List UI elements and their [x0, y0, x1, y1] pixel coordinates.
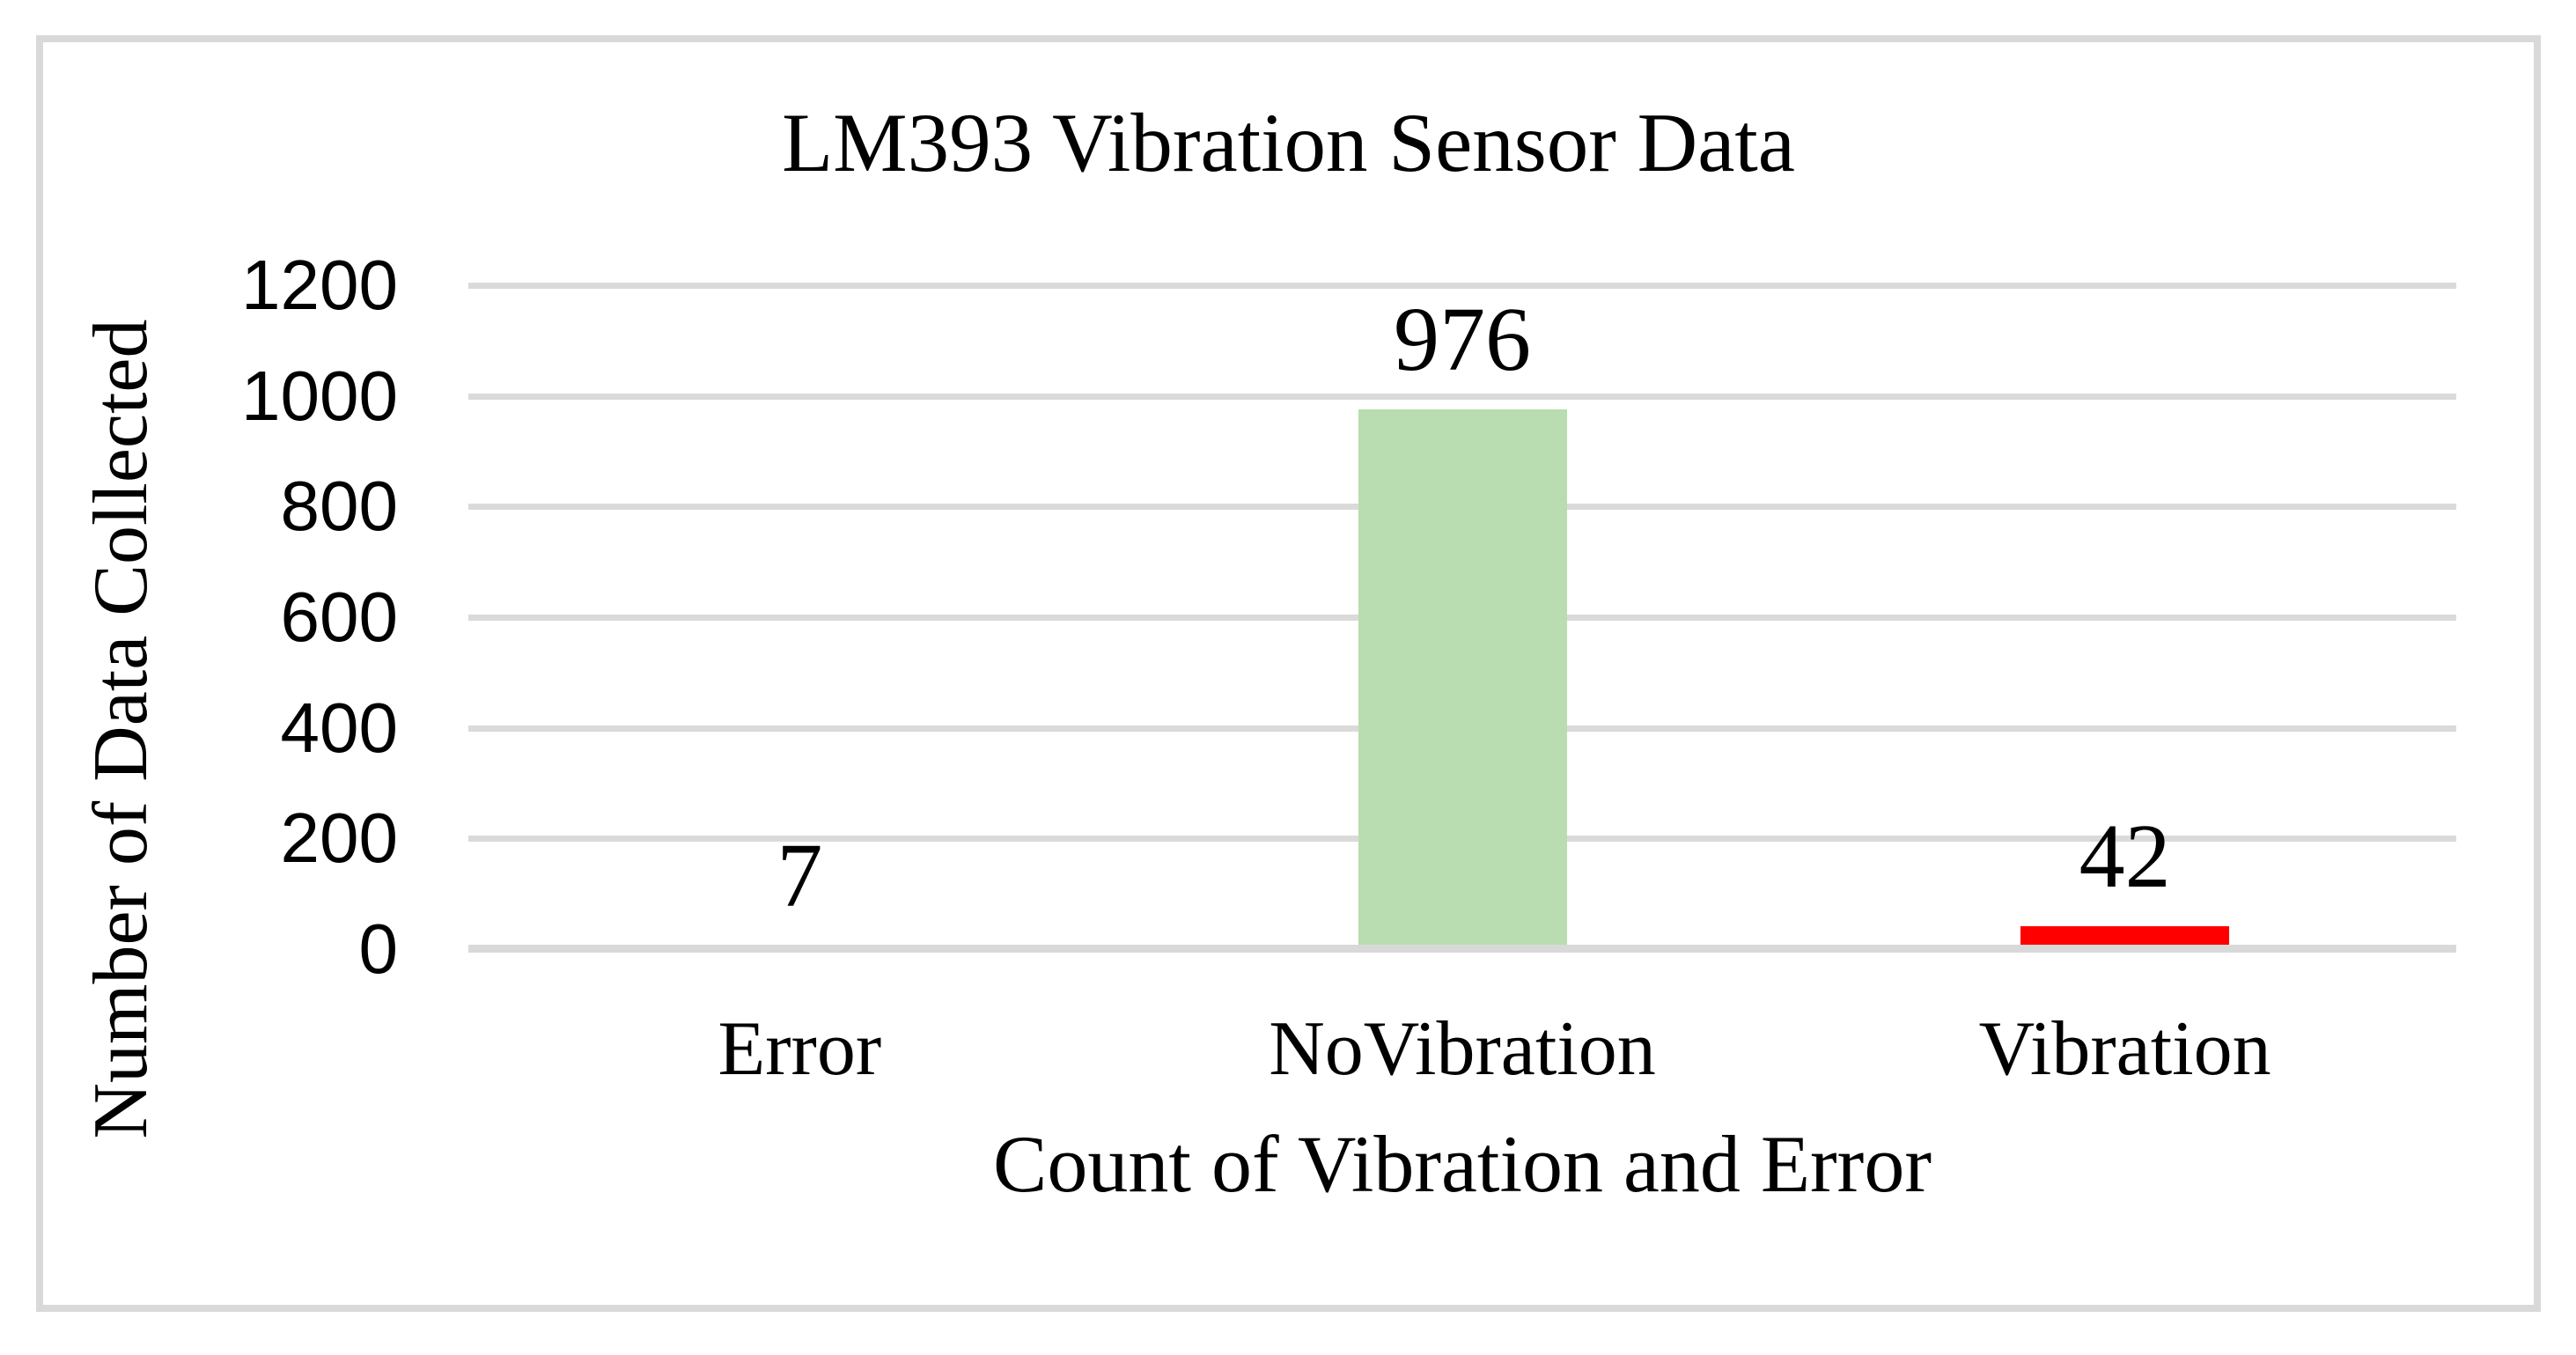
y-tick-label-800: 800: [280, 467, 398, 546]
gridline-y-1000: [468, 393, 2456, 400]
data-label-novibration: 976: [1394, 288, 1531, 390]
data-label-vibration: 42: [2079, 805, 2171, 907]
y-tick-label-1200: 1200: [241, 246, 398, 324]
y-tick-label-600: 600: [280, 578, 398, 656]
x-axis-title: Count of Vibration and Error: [993, 1119, 1932, 1209]
data-label-error: 7: [776, 824, 823, 926]
y-tick-label-400: 400: [280, 688, 398, 767]
y-tick-label-1000: 1000: [241, 356, 398, 435]
chart-frame: [36, 35, 2541, 1312]
y-tick-label-200: 200: [280, 799, 398, 878]
gridline-y-1200: [468, 283, 2456, 289]
category-label-vibration: Vibration: [1978, 1006, 2271, 1092]
y-tick-label-0: 0: [358, 909, 399, 988]
category-label-error: Error: [718, 1006, 882, 1092]
bar-novibration: [1358, 409, 1567, 949]
category-label-novibration: NoVibration: [1269, 1006, 1656, 1092]
plot-area: [468, 283, 2456, 953]
x-axis-line: [468, 945, 2456, 953]
chart-title: LM393 Vibration Sensor Data: [782, 96, 1795, 189]
